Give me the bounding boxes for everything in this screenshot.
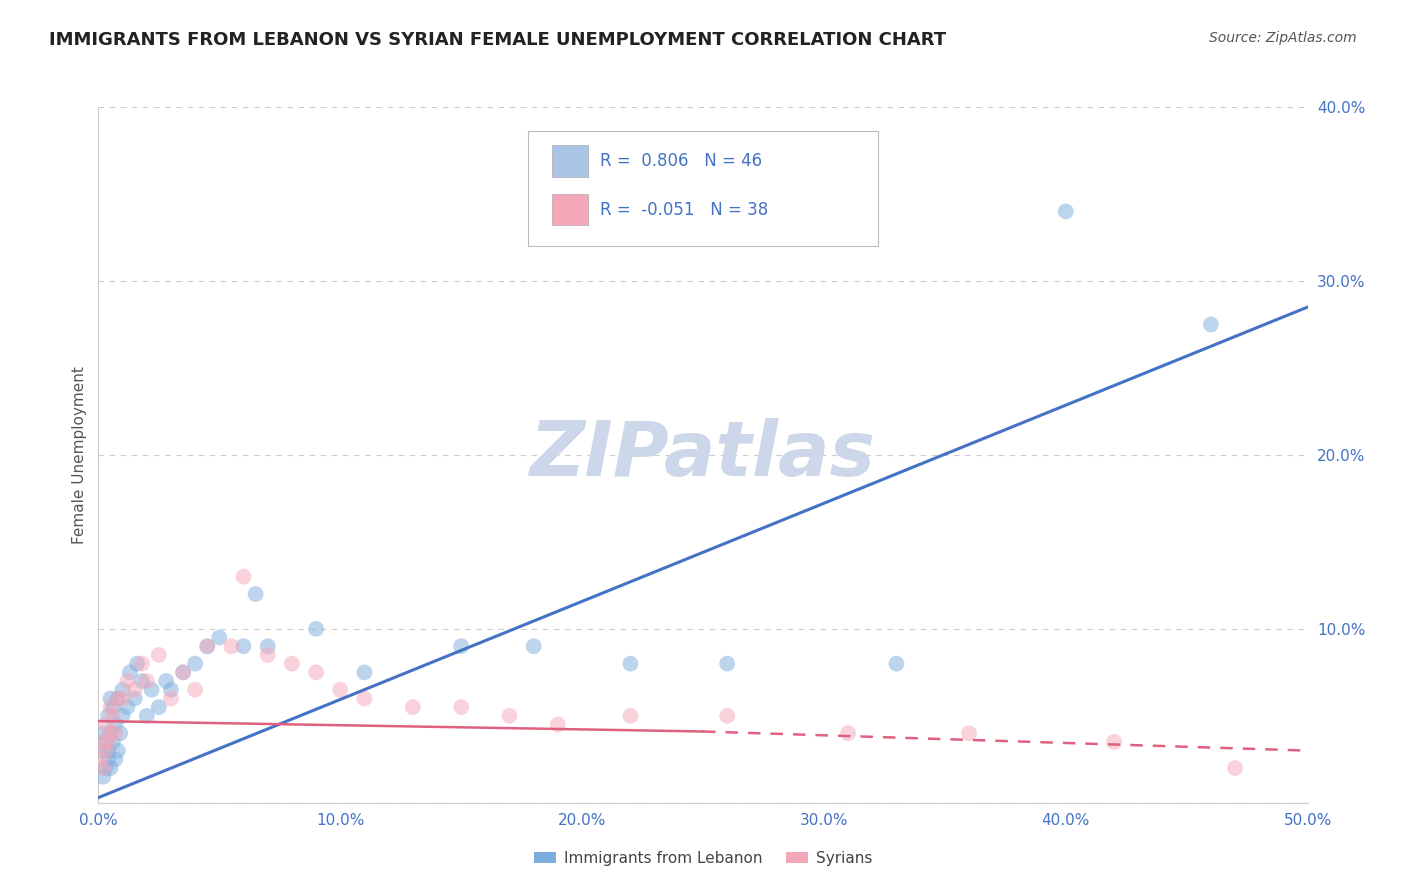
- Point: [232, 570, 254, 584]
- Point: [124, 682, 146, 697]
- Point: [131, 674, 153, 689]
- Point: [97, 708, 120, 723]
- FancyBboxPatch shape: [527, 131, 879, 246]
- Point: [1054, 204, 1077, 219]
- Text: R =  -0.051   N = 38: R = -0.051 N = 38: [600, 201, 769, 219]
- Point: [1102, 735, 1125, 749]
- Point: [148, 700, 170, 714]
- Point: [172, 665, 194, 680]
- Point: [100, 726, 122, 740]
- Point: [97, 752, 120, 766]
- Point: [498, 708, 520, 723]
- Point: [281, 657, 304, 671]
- Point: [117, 674, 139, 689]
- Point: [450, 639, 472, 653]
- Point: [107, 744, 129, 758]
- Point: [619, 708, 641, 723]
- Point: [97, 744, 120, 758]
- Point: [716, 708, 738, 723]
- Point: [155, 674, 177, 689]
- Point: [402, 700, 425, 714]
- Point: [118, 665, 141, 680]
- Point: [221, 639, 243, 653]
- Point: [101, 735, 124, 749]
- Point: [107, 691, 129, 706]
- Point: [107, 691, 129, 706]
- Point: [1199, 318, 1222, 332]
- Point: [117, 700, 139, 714]
- Text: IMMIGRANTS FROM LEBANON VS SYRIAN FEMALE UNEMPLOYMENT CORRELATION CHART: IMMIGRANTS FROM LEBANON VS SYRIAN FEMALE…: [49, 31, 946, 49]
- FancyBboxPatch shape: [551, 145, 588, 177]
- Point: [100, 726, 122, 740]
- Point: [1223, 761, 1246, 775]
- Text: R =  0.806   N = 46: R = 0.806 N = 46: [600, 153, 762, 170]
- Point: [94, 744, 117, 758]
- Y-axis label: Female Unemployment: Female Unemployment: [72, 366, 87, 544]
- Legend: Immigrants from Lebanon, Syrians: Immigrants from Lebanon, Syrians: [527, 845, 879, 871]
- Point: [886, 657, 908, 671]
- Point: [90, 744, 112, 758]
- Point: [135, 674, 157, 689]
- Point: [104, 752, 127, 766]
- Point: [135, 708, 157, 723]
- Point: [100, 761, 122, 775]
- Point: [619, 657, 641, 671]
- Point: [195, 639, 218, 653]
- Point: [111, 708, 134, 723]
- Point: [184, 657, 207, 671]
- Point: [100, 691, 122, 706]
- Point: [141, 682, 163, 697]
- Point: [104, 717, 127, 731]
- Point: [232, 639, 254, 653]
- Text: Source: ZipAtlas.com: Source: ZipAtlas.com: [1209, 31, 1357, 45]
- Point: [172, 665, 194, 680]
- Point: [305, 665, 328, 680]
- Point: [90, 752, 112, 766]
- Point: [91, 761, 114, 775]
- Point: [104, 726, 127, 740]
- Point: [100, 700, 122, 714]
- Point: [160, 691, 183, 706]
- Point: [160, 682, 183, 697]
- Point: [101, 708, 124, 723]
- Point: [108, 726, 131, 740]
- Point: [111, 682, 134, 697]
- Point: [94, 717, 117, 731]
- Point: [245, 587, 267, 601]
- Point: [305, 622, 328, 636]
- Point: [127, 657, 149, 671]
- Point: [184, 682, 207, 697]
- Point: [256, 648, 278, 662]
- Point: [91, 735, 114, 749]
- Text: ZIPatlas: ZIPatlas: [530, 418, 876, 491]
- Point: [101, 700, 124, 714]
- Point: [148, 648, 170, 662]
- Point: [91, 770, 114, 784]
- Point: [329, 682, 352, 697]
- Point: [97, 735, 120, 749]
- FancyBboxPatch shape: [551, 194, 588, 226]
- Point: [111, 691, 134, 706]
- Point: [195, 639, 218, 653]
- Point: [124, 691, 146, 706]
- Point: [91, 726, 114, 740]
- Point: [131, 657, 153, 671]
- Point: [547, 717, 569, 731]
- Point: [523, 639, 546, 653]
- Point: [208, 631, 231, 645]
- Point: [353, 665, 375, 680]
- Point: [957, 726, 980, 740]
- Point: [837, 726, 859, 740]
- Point: [353, 691, 375, 706]
- Point: [716, 657, 738, 671]
- Point: [94, 735, 117, 749]
- Point: [256, 639, 278, 653]
- Point: [450, 700, 472, 714]
- Point: [94, 761, 117, 775]
